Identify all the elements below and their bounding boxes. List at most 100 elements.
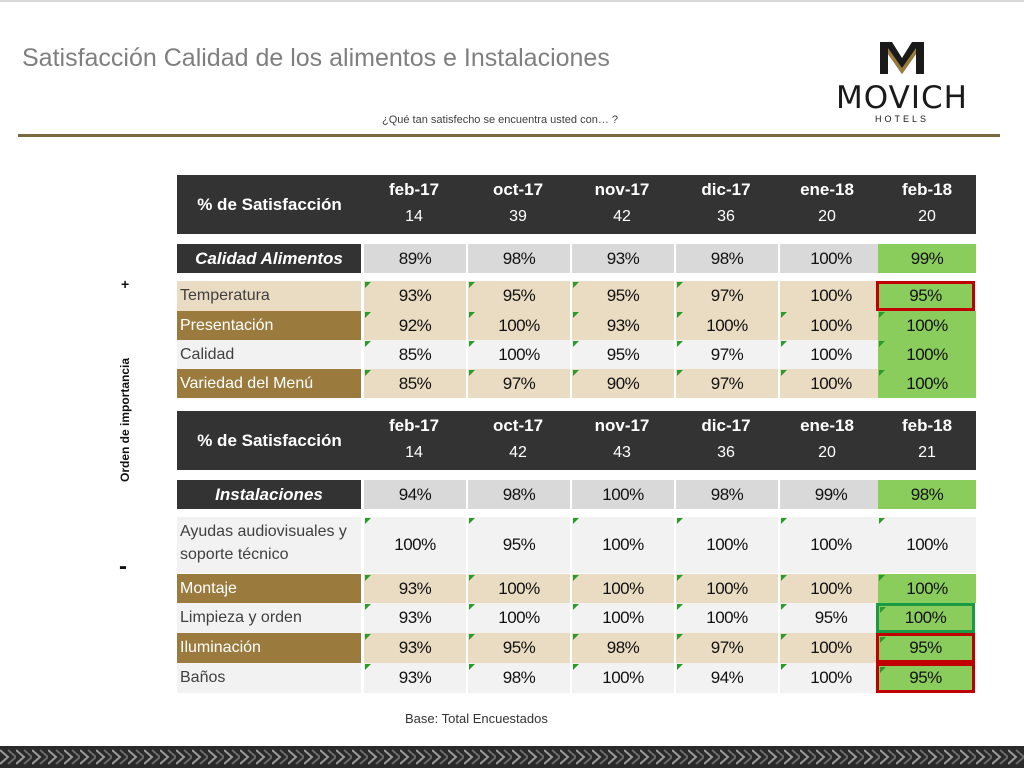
comment-marker-icon (573, 312, 579, 318)
comment-marker-icon (469, 575, 475, 581)
table-cell-highlight: 100% (878, 311, 976, 340)
table-row: Calidad 85% 100% 95% 97% 100% 100% (177, 340, 976, 369)
month-label: dic-17 (701, 416, 751, 435)
comment-marker-icon (677, 341, 683, 347)
table-cell: 100% (676, 574, 778, 603)
movich-logo: MOVICH HOTELS (812, 38, 992, 124)
table-cell: 93% (364, 281, 466, 311)
header-column: feb-17 14 (363, 175, 465, 234)
table-cell: 100% (780, 574, 882, 603)
table-cell: 95% (468, 633, 570, 663)
table-cell: 100% (676, 517, 778, 573)
sample-count: 36 (717, 444, 735, 461)
month-label: nov-17 (594, 180, 650, 199)
header-label: % de Satisfacción (197, 430, 342, 450)
section-label: Calidad Alimentos (177, 244, 361, 273)
month-label: oct-17 (492, 180, 544, 199)
table-cell: 100% (468, 574, 570, 603)
row-label: Ayudas audiovisuales y soporte técnico (177, 517, 361, 573)
logo-mark-icon (880, 42, 924, 74)
table-cell: 100% (780, 633, 882, 663)
table-cell: 100% (780, 311, 882, 340)
table-cell: 97% (676, 281, 778, 311)
table-cell: 100% (468, 311, 570, 340)
comment-marker-icon (781, 664, 787, 670)
table-cell: 100% (676, 603, 778, 633)
header-label: % de Satisfacción (197, 194, 342, 214)
header-column: nov-17 43 (571, 411, 673, 470)
comment-marker-icon (573, 664, 579, 670)
table-cell: 93% (572, 244, 674, 273)
comment-marker-icon (677, 575, 683, 581)
table-row: Limpieza y orden 93% 100% 100% 100% 95% … (177, 603, 976, 633)
table-cell: 95% (780, 603, 882, 633)
logo-wordmark: MOVICH (836, 80, 968, 116)
table-cell: 100% (780, 281, 882, 311)
table-cell: 100% (572, 480, 674, 509)
comment-marker-icon (879, 341, 885, 347)
comment-marker-icon (880, 607, 886, 613)
table-cell-flagged: 95% (876, 663, 975, 693)
comment-marker-icon (469, 370, 475, 376)
table-cell: 89% (364, 244, 466, 273)
table-cell: 97% (676, 369, 778, 398)
comment-marker-icon (573, 370, 579, 376)
axis-label: Orden de importancia (118, 357, 132, 483)
month-label: ene-18 (800, 416, 854, 435)
comment-marker-icon (573, 282, 579, 288)
comment-marker-icon (365, 282, 371, 288)
table-cell: 100% (780, 244, 882, 273)
month-label: ene-18 (800, 180, 854, 199)
table-row: Temperatura 93% 95% 95% 97% 100% 95% (177, 281, 976, 311)
table-cell: 85% (364, 340, 466, 369)
axis-plus-marker: + (121, 276, 130, 292)
header-column: feb-17 14 (363, 411, 465, 470)
table-cell: 93% (364, 603, 466, 633)
table-row: Ayudas audiovisuales y soporte técnico 1… (177, 517, 976, 573)
comment-marker-icon (469, 664, 475, 670)
sample-count: 39 (509, 208, 527, 225)
comment-marker-icon (677, 518, 683, 524)
sample-count: 20 (818, 444, 836, 461)
table-cell-highlight: 100% (878, 369, 976, 398)
table-cell: 94% (364, 480, 466, 509)
month-label: oct-17 (492, 416, 544, 435)
row-label: Temperatura (177, 281, 361, 311)
table-cell: 93% (364, 633, 466, 663)
table-cell: 95% (572, 281, 674, 311)
comment-marker-icon (781, 604, 787, 610)
section-row-calidad-alimentos: Calidad Alimentos 89% 98% 93% 98% 100% 9… (177, 244, 976, 273)
comment-marker-icon (365, 370, 371, 376)
table-cell: 100% (468, 603, 570, 633)
comment-marker-icon (469, 341, 475, 347)
row-label: Iluminación (177, 633, 361, 663)
table-cell: 90% (572, 369, 674, 398)
table-cell: 100% (780, 340, 882, 369)
sample-count: 14 (405, 208, 423, 225)
table-row: Baños 93% 98% 100% 94% 100% 95% (177, 663, 976, 693)
table-cell: 100% (572, 574, 674, 603)
comment-marker-icon (469, 282, 475, 288)
table-row: Iluminación 93% 95% 98% 97% 100% 95% (177, 633, 976, 663)
comment-marker-icon (469, 518, 475, 524)
comment-marker-icon (365, 341, 371, 347)
month-label: feb-17 (388, 416, 440, 435)
row-label: Variedad del Menú (177, 369, 361, 398)
table-cell: 93% (364, 574, 466, 603)
comment-marker-icon (677, 370, 683, 376)
comment-marker-icon (677, 312, 683, 318)
axis-minus-marker: - (119, 553, 127, 580)
row-label: Calidad (177, 340, 361, 369)
comment-marker-icon (365, 664, 371, 670)
header-column: nov-17 42 (571, 175, 673, 234)
comment-marker-icon (365, 634, 371, 640)
table-cell-highlight: 100% (878, 574, 976, 603)
slide-title: Satisfacción Calidad de los alimentos e … (22, 44, 610, 72)
header-column: dic-17 36 (675, 175, 777, 234)
table-header-alimentos: % de Satisfacción feb-17 14 oct-17 39 nov-… (177, 175, 976, 234)
month-label: dic-17 (701, 180, 751, 199)
sample-count: 43 (613, 444, 631, 461)
comment-marker-icon (573, 575, 579, 581)
comment-marker-icon (677, 634, 683, 640)
comment-marker-icon (365, 604, 371, 610)
